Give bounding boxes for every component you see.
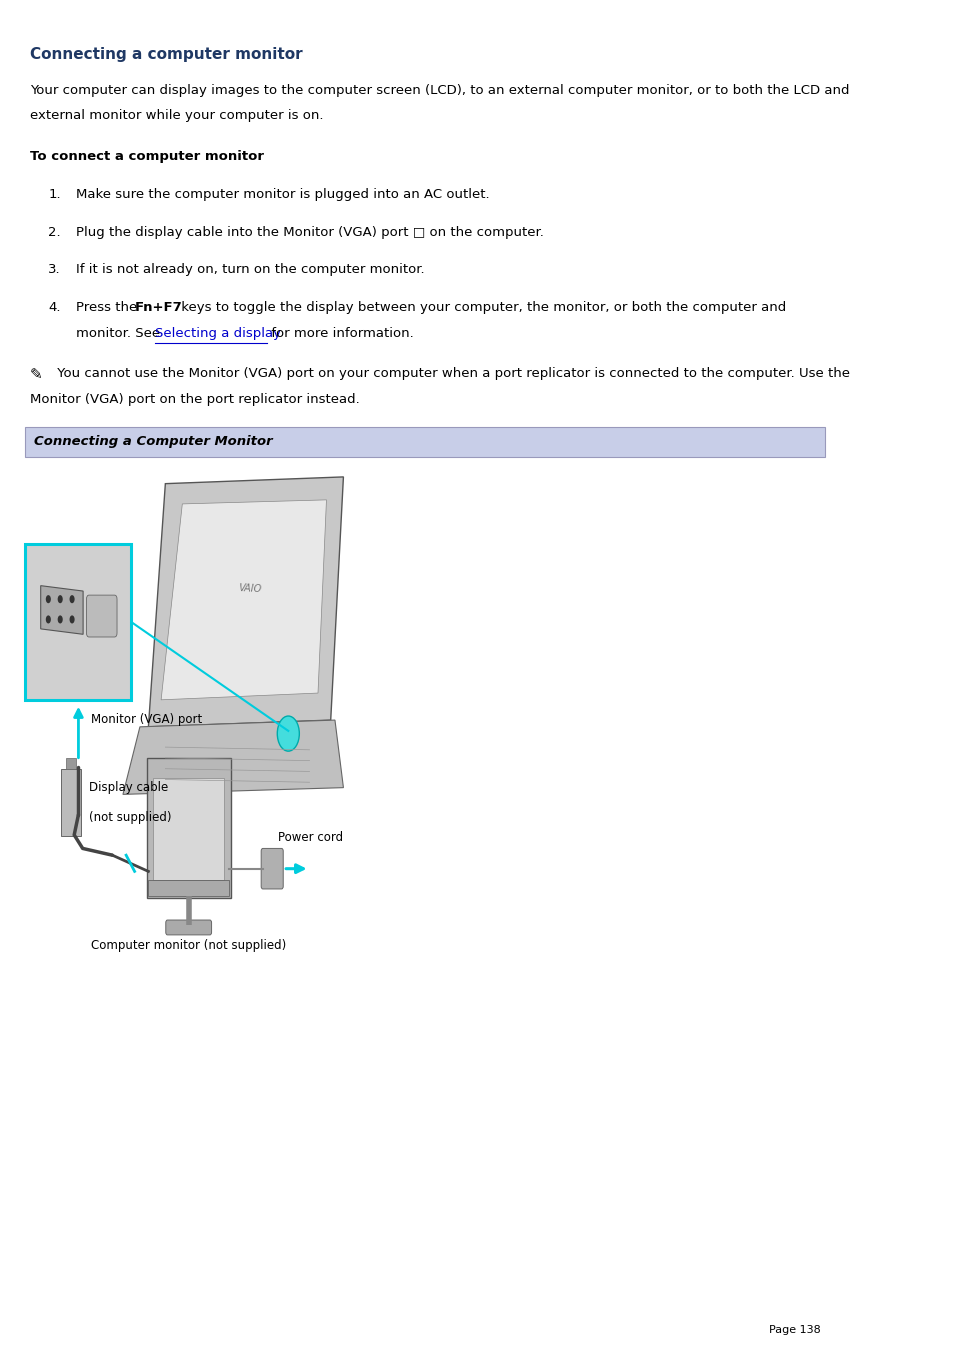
Text: Your computer can display images to the computer screen (LCD), to an external co: Your computer can display images to the …	[30, 84, 848, 97]
Circle shape	[46, 596, 51, 604]
Text: Connecting a Computer Monitor: Connecting a Computer Monitor	[34, 435, 273, 449]
Circle shape	[57, 616, 63, 624]
Circle shape	[70, 596, 74, 604]
Text: 2.: 2.	[49, 226, 61, 239]
FancyBboxPatch shape	[149, 880, 229, 896]
Text: Selecting a display: Selecting a display	[154, 327, 280, 340]
Polygon shape	[149, 477, 343, 727]
Text: for more information.: for more information.	[267, 327, 414, 340]
Text: external monitor while your computer is on.: external monitor while your computer is …	[30, 109, 323, 123]
Circle shape	[57, 596, 63, 604]
FancyBboxPatch shape	[66, 758, 76, 769]
Text: Make sure the computer monitor is plugged into an AC outlet.: Make sure the computer monitor is plugge…	[76, 188, 490, 201]
Text: VAIO: VAIO	[238, 582, 262, 594]
FancyBboxPatch shape	[26, 427, 824, 457]
Text: Press the: Press the	[76, 301, 142, 315]
Text: keys to toggle the display between your computer, the monitor, or both the compu: keys to toggle the display between your …	[177, 301, 785, 315]
Circle shape	[277, 716, 299, 751]
Text: Computer monitor (not supplied): Computer monitor (not supplied)	[91, 939, 286, 952]
Text: Display cable: Display cable	[90, 781, 169, 794]
Circle shape	[70, 616, 74, 624]
Text: If it is not already on, turn on the computer monitor.: If it is not already on, turn on the com…	[76, 263, 424, 277]
FancyBboxPatch shape	[61, 769, 81, 836]
FancyBboxPatch shape	[147, 758, 231, 898]
Text: Page 138: Page 138	[768, 1325, 820, 1335]
Text: monitor. See: monitor. See	[76, 327, 165, 340]
Text: 4.: 4.	[49, 301, 61, 315]
FancyBboxPatch shape	[87, 596, 117, 638]
FancyBboxPatch shape	[153, 778, 224, 880]
Text: ✎: ✎	[30, 367, 42, 382]
Text: Connecting a computer monitor: Connecting a computer monitor	[30, 47, 302, 62]
Polygon shape	[41, 586, 83, 635]
Text: 1.: 1.	[49, 188, 61, 201]
Circle shape	[46, 616, 51, 624]
Text: Plug the display cable into the Monitor (VGA) port □ on the computer.: Plug the display cable into the Monitor …	[76, 226, 543, 239]
Polygon shape	[123, 720, 343, 794]
Polygon shape	[161, 500, 326, 700]
Text: Power cord: Power cord	[278, 831, 343, 844]
Text: To connect a computer monitor: To connect a computer monitor	[30, 150, 263, 163]
FancyBboxPatch shape	[26, 544, 132, 700]
Text: You cannot use the Monitor (VGA) port on your computer when a port replicator is: You cannot use the Monitor (VGA) port on…	[53, 367, 849, 381]
FancyBboxPatch shape	[261, 848, 283, 889]
FancyBboxPatch shape	[166, 920, 212, 935]
Text: Monitor (VGA) port: Monitor (VGA) port	[91, 713, 202, 727]
Text: 3.: 3.	[49, 263, 61, 277]
Text: Fn+F7: Fn+F7	[134, 301, 182, 315]
Text: (not supplied): (not supplied)	[90, 811, 172, 824]
Text: Monitor (VGA) port on the port replicator instead.: Monitor (VGA) port on the port replicato…	[30, 393, 359, 407]
